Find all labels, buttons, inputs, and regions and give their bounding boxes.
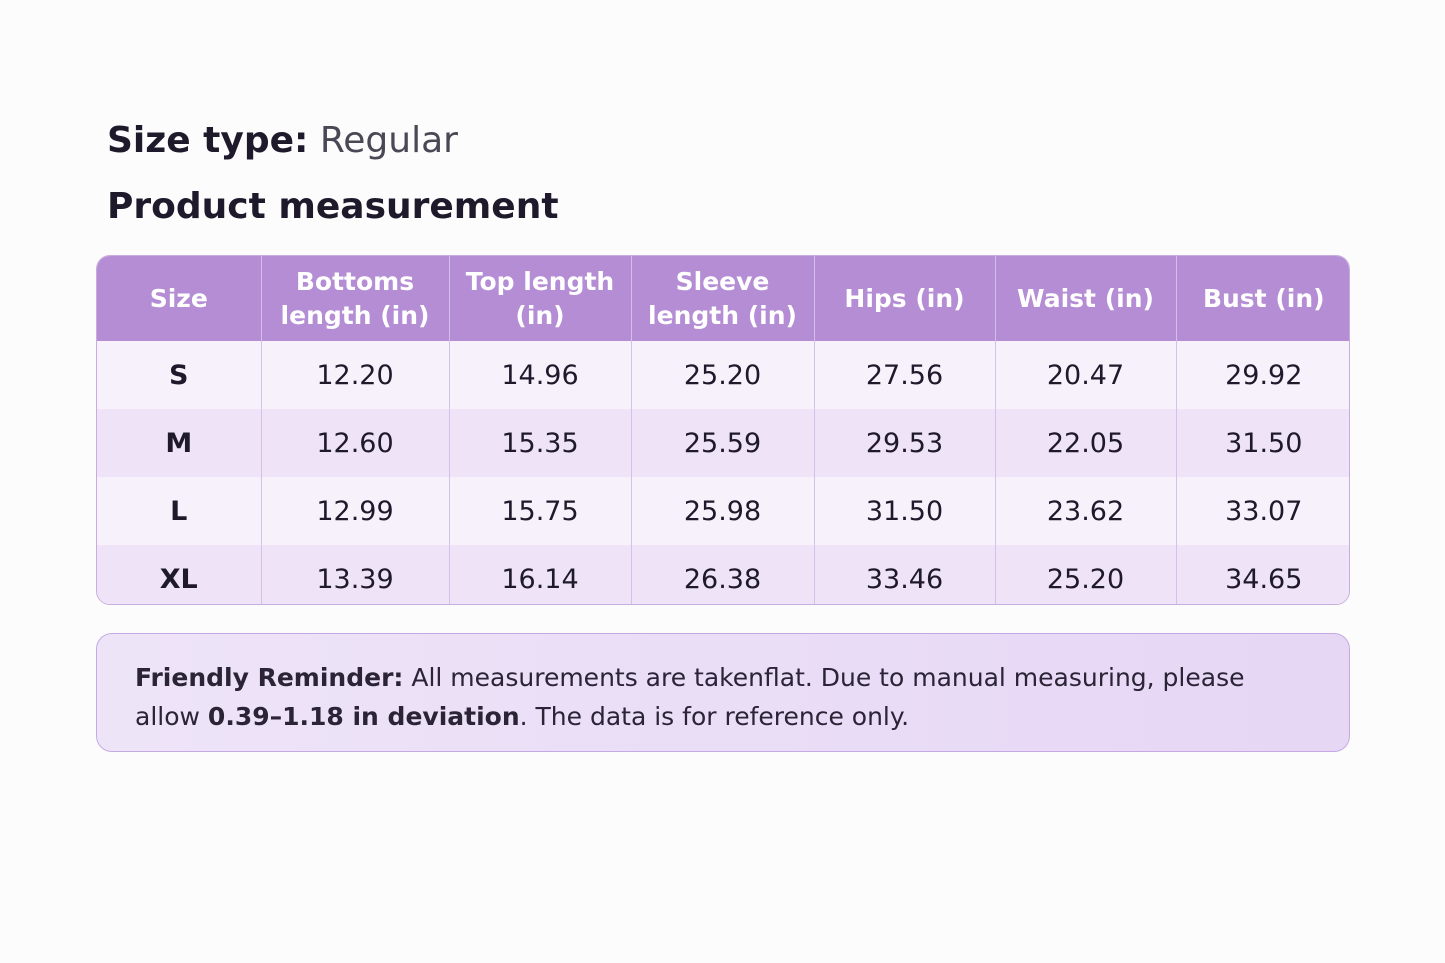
measure-cell: 12.20 — [261, 341, 450, 409]
table-row: M 12.60 15.35 25.59 29.53 22.05 31.50 — [97, 409, 1349, 477]
measure-cell: 26.38 — [631, 545, 815, 604]
reminder: Friendly Reminder: All measurements are … — [96, 633, 1350, 752]
table-row: XL 13.39 16.14 26.38 33.46 25.20 34.65 — [97, 545, 1349, 604]
measure-cell: 31.50 — [814, 477, 996, 545]
size-type: Size type: Regular — [107, 120, 458, 161]
measure-cell: 33.07 — [1176, 477, 1349, 545]
column-header: Size — [97, 256, 262, 341]
column-header: Sleeve length (in) — [631, 256, 815, 341]
measure-cell: 25.20 — [631, 341, 815, 409]
measure-cell: 14.96 — [449, 341, 632, 409]
column-header: Waist (in) — [995, 256, 1177, 341]
measure-cell: 15.35 — [449, 409, 632, 477]
measure-cell: 12.99 — [261, 477, 450, 545]
measure-cell: 29.53 — [814, 409, 996, 477]
column-header: Top length (in) — [449, 256, 632, 341]
size-cell: L — [97, 477, 262, 545]
measure-cell: 25.59 — [631, 409, 815, 477]
table-row: S 12.20 14.96 25.20 27.56 20.47 29.92 — [97, 341, 1349, 409]
table: Size Bottoms length (in) Top length (in) Sl… — [97, 256, 1349, 604]
size-type-label: Size type: — [107, 120, 309, 161]
size-type-value: Regular — [319, 120, 458, 161]
table-head: Size Bottoms length (in) Top length (in) Sl… — [97, 256, 1349, 341]
column-header: Bottoms length (in) — [261, 256, 450, 341]
measure-cell: 23.62 — [995, 477, 1177, 545]
table-body: S 12.20 14.96 25.20 27.56 20.47 29.92 M 12.60 15.… — [97, 341, 1349, 604]
reminder-text: All measurements are takenflat. Due to m… — [135, 663, 1245, 731]
table-row: L 12.99 15.75 25.98 31.50 23.62 33.07 — [97, 477, 1349, 545]
section-title: Product measurement — [107, 186, 559, 227]
measure-cell: 27.56 — [814, 341, 996, 409]
header-row: Size Bottoms length (in) Top length (in) Sl… — [97, 256, 1349, 341]
reminder-label: Friendly Reminder: — [135, 663, 404, 692]
measure-cell: 33.46 — [814, 545, 996, 604]
measure-cell: 16.14 — [449, 545, 632, 604]
size-cell: S — [97, 341, 262, 409]
column-header: Bust (in) — [1176, 256, 1349, 341]
size-cell: XL — [97, 545, 262, 604]
measure-cell: 25.20 — [995, 545, 1177, 604]
measure-cell: 12.60 — [261, 409, 450, 477]
measure-cell: 22.05 — [995, 409, 1177, 477]
reminder-text: . The data is for reference only. — [519, 702, 910, 731]
measure-cell: 31.50 — [1176, 409, 1349, 477]
size-table: Size Bottoms length (in) Top length (in) Sl… — [96, 255, 1350, 605]
size-cell: M — [97, 409, 262, 477]
measure-cell: 20.47 — [995, 341, 1177, 409]
measure-cell: 29.92 — [1176, 341, 1349, 409]
measure-cell: 25.98 — [631, 477, 815, 545]
measure-cell: 13.39 — [261, 545, 450, 604]
column-header: Hips (in) — [814, 256, 996, 341]
measure-cell: 15.75 — [449, 477, 632, 545]
measure-cell: 34.65 — [1176, 545, 1349, 604]
reminder-emphasis: 0.39–1.18 in deviation — [207, 702, 520, 731]
